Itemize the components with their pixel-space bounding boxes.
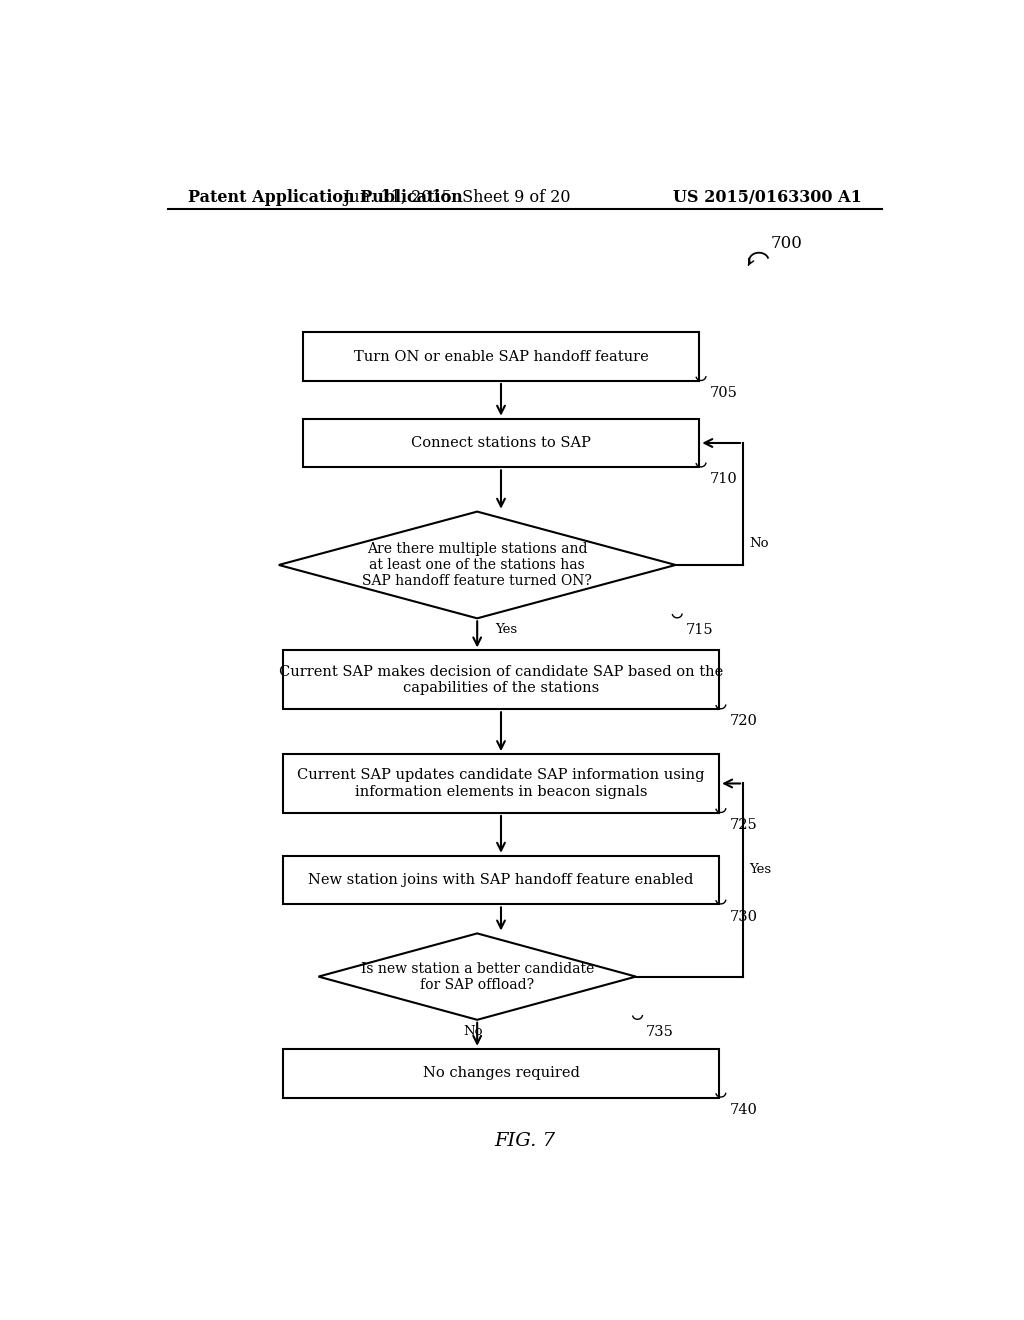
Text: 740: 740 xyxy=(729,1102,758,1117)
Text: Current SAP makes decision of candidate SAP based on the
capabilities of the sta: Current SAP makes decision of candidate … xyxy=(279,665,723,694)
Polygon shape xyxy=(279,512,676,618)
Text: No changes required: No changes required xyxy=(423,1067,580,1080)
Text: Are there multiple stations and
at least one of the stations has
SAP handoff fea: Are there multiple stations and at least… xyxy=(362,541,592,589)
FancyBboxPatch shape xyxy=(283,754,719,813)
Polygon shape xyxy=(318,933,636,1020)
Text: 700: 700 xyxy=(771,235,803,252)
Text: Patent Application Publication: Patent Application Publication xyxy=(187,189,462,206)
Text: 715: 715 xyxy=(686,623,714,638)
Text: No: No xyxy=(750,537,769,549)
Text: No: No xyxy=(464,1024,483,1038)
Text: Current SAP updates candidate SAP information using
information elements in beac: Current SAP updates candidate SAP inform… xyxy=(297,768,705,799)
Text: 720: 720 xyxy=(729,714,758,729)
Text: 725: 725 xyxy=(729,818,758,832)
FancyBboxPatch shape xyxy=(283,855,719,904)
Text: 735: 735 xyxy=(646,1024,674,1039)
Text: Connect stations to SAP: Connect stations to SAP xyxy=(411,436,591,450)
Text: 705: 705 xyxy=(710,385,737,400)
Text: New station joins with SAP handoff feature enabled: New station joins with SAP handoff featu… xyxy=(308,873,693,887)
Text: Yes: Yes xyxy=(750,863,771,876)
Text: 730: 730 xyxy=(729,909,758,924)
Text: Yes: Yes xyxy=(495,623,517,636)
Text: 710: 710 xyxy=(710,473,737,487)
Text: Turn ON or enable SAP handoff feature: Turn ON or enable SAP handoff feature xyxy=(353,350,648,363)
FancyBboxPatch shape xyxy=(283,651,719,709)
Text: Jun. 11, 2015  Sheet 9 of 20: Jun. 11, 2015 Sheet 9 of 20 xyxy=(344,189,571,206)
Text: Is new station a better candidate
for SAP offload?: Is new station a better candidate for SA… xyxy=(360,961,594,991)
FancyBboxPatch shape xyxy=(283,1049,719,1097)
FancyBboxPatch shape xyxy=(303,418,699,467)
Text: FIG. 7: FIG. 7 xyxy=(495,1133,555,1150)
FancyBboxPatch shape xyxy=(303,333,699,381)
Text: US 2015/0163300 A1: US 2015/0163300 A1 xyxy=(673,189,862,206)
